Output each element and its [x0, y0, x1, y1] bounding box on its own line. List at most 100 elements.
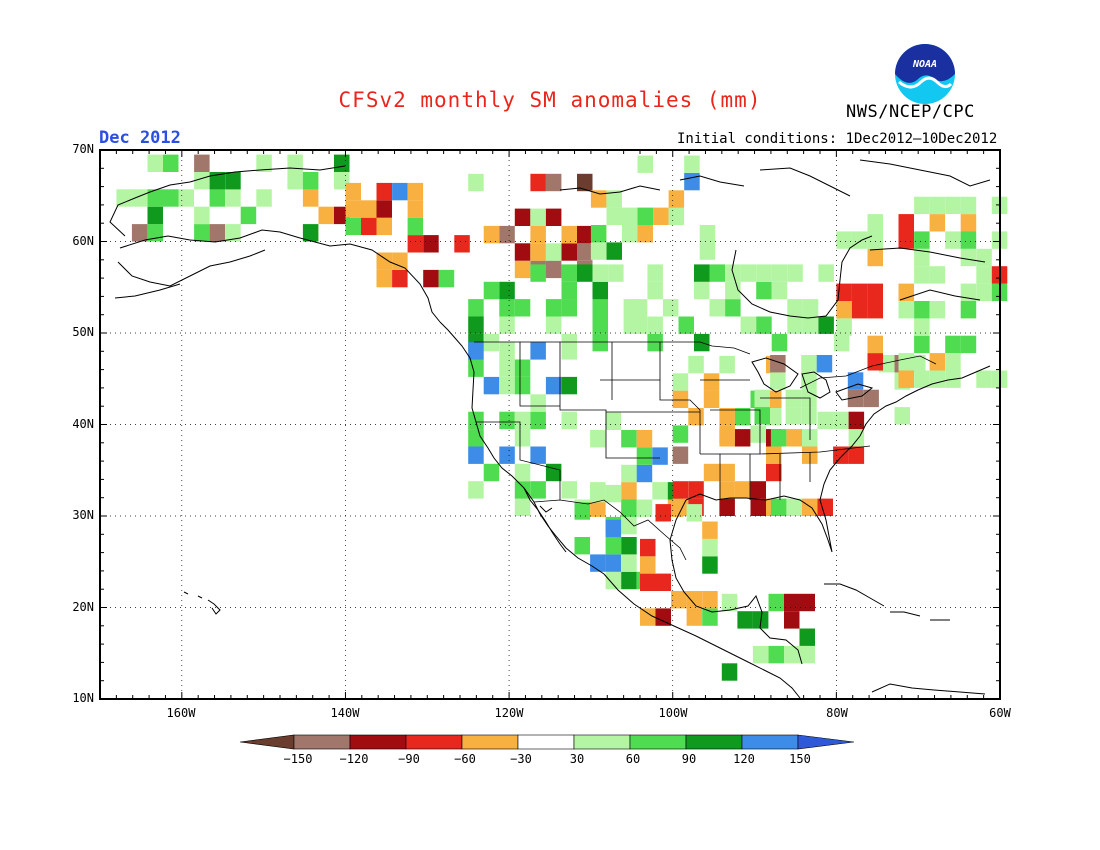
- anomaly-cell: [725, 299, 741, 317]
- anomaly-cell: [914, 231, 930, 249]
- anomaly-cell: [592, 333, 608, 352]
- anomaly-cell: [131, 224, 148, 242]
- anomaly-cell: [640, 608, 656, 626]
- anomaly-cell: [686, 504, 703, 522]
- anomaly-cell: [376, 200, 392, 218]
- anomaly-cell: [147, 189, 163, 207]
- anomaly-cell: [361, 200, 377, 218]
- anomaly-cell: [514, 208, 531, 226]
- anomaly-cell: [688, 408, 704, 426]
- anomaly-cell: [530, 208, 546, 226]
- anomaly-cell: [740, 316, 757, 334]
- anomaly-cell: [960, 335, 977, 354]
- anomaly-cell: [499, 225, 515, 244]
- anomaly-cell: [592, 281, 608, 300]
- anomaly-cell: [345, 200, 361, 218]
- anomaly-cell: [785, 407, 802, 425]
- anomaly-cell: [605, 537, 622, 555]
- anomaly-cell: [786, 429, 802, 447]
- anomaly-cell: [678, 316, 694, 334]
- anomaly-cell: [945, 353, 961, 371]
- initial-conditions-label: Initial conditions: 1Dec2012–10Dec2012: [677, 131, 998, 147]
- anomaly-cell: [590, 190, 607, 208]
- anomaly-cell: [592, 316, 608, 334]
- anomaly-cell: [960, 301, 977, 319]
- anomaly-cell: [438, 269, 455, 288]
- anomaly-cell: [848, 446, 865, 464]
- anomaly-cell: [530, 394, 546, 412]
- anomaly-cell: [423, 235, 439, 253]
- anomaly-cell: [867, 214, 883, 232]
- anomaly-cell: [816, 355, 833, 373]
- anomaly-cell: [116, 189, 132, 207]
- anomaly-cell: [287, 172, 303, 190]
- anomaly-cell: [914, 248, 930, 267]
- anomaly-cell: [640, 556, 656, 574]
- anomaly-cell: [468, 446, 484, 464]
- anomaly-cell: [719, 425, 735, 443]
- anomaly-cell: [561, 225, 577, 244]
- anomaly-cell: [768, 593, 784, 612]
- anomaly-cell: [178, 189, 194, 207]
- anomaly-cell: [914, 370, 930, 388]
- colorbar-swatch: [349, 734, 407, 750]
- anomaly-cell: [851, 283, 868, 301]
- anomaly-cell: [655, 504, 671, 522]
- valid-month-label: Dec 2012: [99, 128, 181, 148]
- lon-label-120w: 120W: [494, 706, 524, 720]
- anomaly-cell: [898, 353, 914, 371]
- coastlines: [109, 159, 991, 699]
- anomaly-cell: [702, 591, 718, 609]
- anomaly-cell: [802, 316, 819, 334]
- anomaly-cell: [817, 498, 833, 516]
- anomaly-cell: [622, 225, 638, 243]
- anomaly-cell: [545, 260, 562, 279]
- anomaly-cell: [786, 498, 802, 516]
- anomaly-cell: [590, 430, 606, 448]
- anomaly-cell: [784, 593, 800, 612]
- anomaly-cell: [361, 217, 377, 236]
- anomaly-cell: [590, 554, 606, 572]
- anomaly-cell: [652, 482, 668, 500]
- anomaly-cell: [407, 182, 424, 201]
- anomaly-cell: [721, 663, 738, 681]
- lon-label-60w: 60W: [989, 706, 1011, 720]
- anomaly-cell: [376, 182, 392, 201]
- anomaly-cell: [672, 481, 689, 499]
- anomaly-cell: [468, 299, 484, 317]
- colorbar-upper-arrow: [797, 734, 855, 750]
- anomaly-cell: [653, 207, 669, 225]
- anomaly-cell: [302, 172, 319, 190]
- anomaly-cell: [914, 301, 930, 319]
- anomaly-cell: [514, 411, 531, 430]
- anomaly-cell: [345, 182, 361, 201]
- anomaly-cell: [499, 316, 515, 334]
- colorbar-label: −150: [283, 752, 313, 766]
- anomaly-cell: [719, 408, 735, 426]
- anomaly-cell: [737, 611, 753, 629]
- anomaly-cell: [483, 376, 500, 395]
- anomaly-cell: [867, 248, 883, 267]
- anomaly-cell: [606, 242, 622, 260]
- anomaly-cell: [929, 266, 946, 284]
- anomaly-cell: [530, 264, 546, 282]
- anomaly-cell: [631, 299, 648, 317]
- anomaly-cell: [945, 196, 961, 215]
- anomaly-cell: [590, 225, 607, 243]
- anomaly-cell: [768, 645, 784, 664]
- anomaly-cell: [771, 281, 788, 300]
- anomaly-cell: [914, 318, 930, 336]
- anomaly-cell: [766, 463, 782, 482]
- anomaly-cell: [605, 484, 622, 503]
- anomaly-cell: [606, 207, 622, 225]
- anomaly-cell: [945, 335, 961, 354]
- anomaly-cell: [867, 335, 883, 354]
- lat-label-10n: 10N: [72, 691, 94, 705]
- anomaly-cell: [929, 370, 946, 388]
- anomaly-cell: [590, 242, 607, 260]
- anomaly-cell: [621, 516, 637, 535]
- colorbar-label: 120: [733, 752, 755, 766]
- anomaly-cell: [672, 390, 689, 408]
- anomaly-cell: [734, 429, 751, 447]
